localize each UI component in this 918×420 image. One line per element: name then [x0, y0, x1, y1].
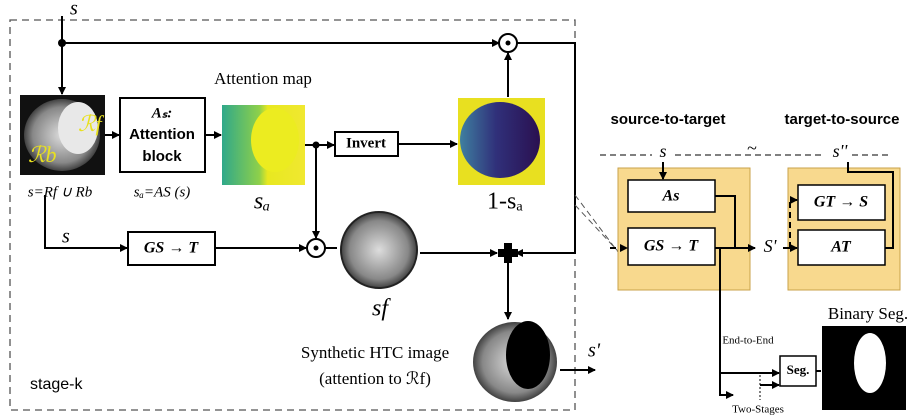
input-def: s=Rf ∪ Rb [28, 184, 93, 200]
section-title: target-to-source [784, 111, 899, 128]
region-b: ℛb [28, 142, 57, 167]
odot [306, 238, 326, 258]
input-label: s [62, 226, 70, 248]
odot [498, 33, 518, 53]
plus [498, 243, 518, 263]
arrow [715, 195, 736, 248]
attention-tumor [251, 108, 299, 172]
input-label: s [70, 0, 78, 20]
box-label: AT [830, 239, 852, 256]
binary-mask [854, 333, 886, 393]
block-text: Attention [129, 126, 195, 143]
box [627, 227, 716, 266]
path-label: End-to-End [722, 335, 774, 347]
section-title: source-to-target [610, 111, 725, 128]
inverted-brain [460, 102, 540, 178]
fused-label: sf [372, 296, 391, 322]
seg-box [779, 355, 817, 387]
s-label: s'' [833, 141, 849, 161]
synthetic-tumor [506, 321, 550, 389]
seg: Seg. [787, 362, 810, 377]
box-label: GT → S [814, 194, 868, 211]
s-prime: S' [764, 236, 778, 256]
attention-title: Attention map [214, 69, 312, 88]
s-label: s [659, 141, 666, 161]
box-label: As [662, 188, 680, 205]
attention-block [119, 97, 206, 173]
path-label: Two-Stages [732, 404, 784, 416]
tilde: ~ [747, 138, 757, 158]
attention-label: sₐ [254, 189, 270, 215]
fused-brain [340, 211, 418, 289]
invert: Invert [346, 135, 386, 151]
synthetic-label: Synthetic HTC image [301, 343, 449, 362]
box-label: GS → T [644, 238, 699, 255]
box [797, 184, 886, 221]
generator-box [127, 231, 216, 266]
zoom-line [574, 194, 619, 253]
attention-def: sₐ=AS (s) [134, 184, 191, 200]
binary-seg-title: Binary Seg. [828, 304, 908, 323]
box [627, 179, 716, 213]
arrow [515, 42, 576, 257]
box [797, 229, 886, 266]
output-label: s' [588, 340, 601, 362]
stage-label: stage-k [30, 376, 83, 393]
region-f: ℛf [78, 111, 105, 136]
junction [312, 141, 320, 149]
block-text: block [142, 148, 182, 165]
tumor [58, 102, 98, 154]
invert-box [334, 131, 399, 157]
arrow [789, 196, 798, 248]
inverted-label: 1-sₐ [487, 189, 523, 215]
arrow [44, 195, 128, 252]
synthetic-label: (attention to ℛf) [319, 369, 431, 388]
arrow [847, 162, 894, 249]
arrow [719, 373, 734, 399]
generator: GS → T [144, 240, 199, 257]
block-name: Aₛ: [151, 105, 173, 121]
